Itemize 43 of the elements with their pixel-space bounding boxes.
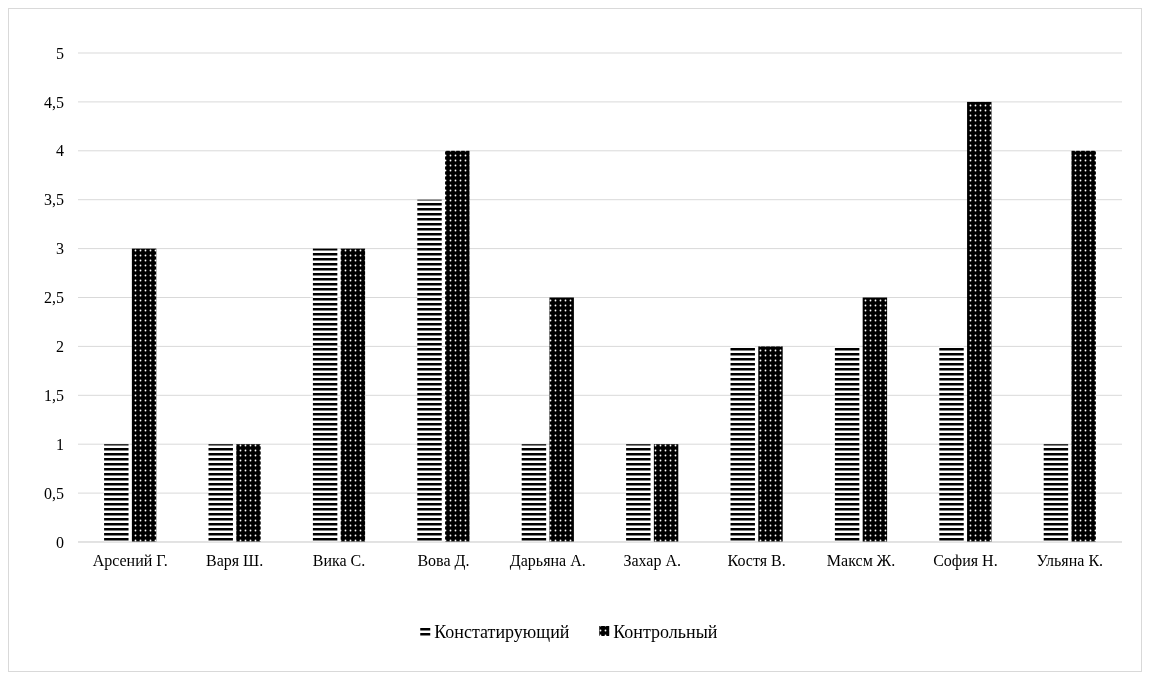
bar <box>236 444 261 542</box>
bar <box>834 346 860 542</box>
y-tick-label: 0,5 <box>44 484 64 502</box>
bar <box>1071 150 1096 542</box>
bar <box>104 444 129 542</box>
bar <box>967 101 992 542</box>
legend-label: Констатирующий <box>434 622 570 643</box>
bar <box>1043 444 1069 542</box>
bar <box>521 444 547 542</box>
bar <box>862 297 888 542</box>
x-tick-label: Ульяна К. <box>1036 552 1104 569</box>
bar <box>340 248 366 542</box>
x-tick-label: Арсений Г. <box>92 552 168 570</box>
bar <box>417 199 442 542</box>
legend-label: Контрольный <box>613 622 718 643</box>
bar <box>730 346 755 542</box>
x-tick-label: Вика С. <box>312 552 366 569</box>
y-tick-label: 3,5 <box>44 191 64 209</box>
bar <box>312 248 338 542</box>
y-tick-label: 3 <box>56 240 64 258</box>
y-tick-label: 4,5 <box>44 93 64 111</box>
bar <box>758 346 783 542</box>
bar <box>626 444 651 542</box>
bar <box>131 248 157 542</box>
bar <box>653 444 679 542</box>
bar <box>549 297 574 542</box>
y-tick-label: 5 <box>56 44 64 62</box>
y-tick-label: 0 <box>56 533 64 551</box>
x-tick-label: Костя В. <box>727 552 786 569</box>
x-tick-label: Вова Д. <box>417 552 470 570</box>
y-tick-label: 2 <box>56 338 64 355</box>
y-tick-label: 2,5 <box>44 289 64 307</box>
bar <box>208 444 233 542</box>
bar <box>445 150 470 542</box>
x-tick-label: Варя Ш. <box>205 552 264 570</box>
x-tick-label: София Н. <box>933 552 998 570</box>
y-tick-label: 4 <box>56 142 64 160</box>
x-tick-label: Захар А. <box>623 552 681 570</box>
y-tick-label: 1 <box>56 435 64 453</box>
bar <box>939 346 964 542</box>
y-tick-label: 1,5 <box>44 386 64 404</box>
x-tick-label: Дарьяна А. <box>509 552 586 570</box>
x-tick-label: Максм Ж. <box>826 552 896 569</box>
